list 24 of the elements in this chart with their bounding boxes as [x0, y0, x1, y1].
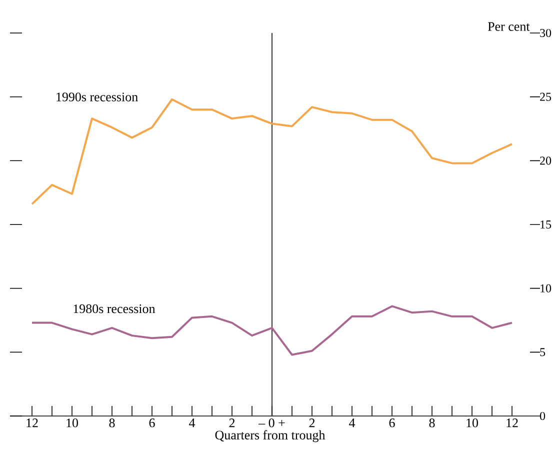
- x-tick-label: 4: [349, 418, 356, 428]
- x-tick-label: 2: [309, 418, 315, 428]
- series-label: 1990s recession: [56, 92, 138, 102]
- x-tick-label: – 0 +: [258, 418, 285, 428]
- x-tick-label: 2: [229, 418, 235, 428]
- y-tick-label: 20: [540, 156, 552, 165]
- x-tick-label: 6: [389, 418, 395, 428]
- x-tick-label: 8: [109, 418, 115, 428]
- x-tick-label: 4: [189, 418, 196, 428]
- x-tick-label: 10: [466, 418, 478, 428]
- x-axis-title: Quarters from trough: [215, 430, 326, 442]
- x-tick-label: 10: [66, 418, 78, 428]
- y-axis-title: Per cent: [488, 22, 530, 31]
- x-tick-label: 12: [506, 418, 518, 428]
- y-tick-label: 10: [540, 284, 552, 292]
- y-tick-label: 0: [540, 412, 546, 420]
- x-tick-label: 12: [26, 418, 38, 428]
- series-label: 1980s recession: [74, 304, 156, 314]
- y-tick-label: 5: [540, 348, 546, 356]
- y-tick-label: 30: [540, 28, 552, 38]
- y-tick-label: 25: [540, 92, 552, 101]
- y-tick-label: 15: [540, 220, 552, 229]
- x-tick-label: 8: [429, 418, 435, 428]
- x-tick-label: 6: [149, 418, 155, 428]
